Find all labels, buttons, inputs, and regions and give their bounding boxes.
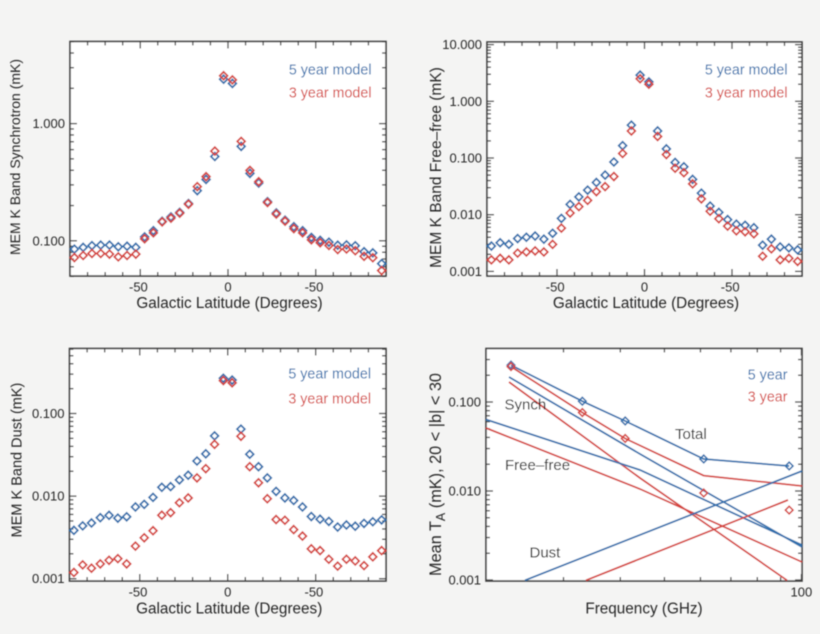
svg-text:Galactic Latitude (Degrees): Galactic Latitude (Degrees) <box>136 601 322 618</box>
svg-text:5 year model: 5 year model <box>288 367 371 383</box>
svg-text:0.100: 0.100 <box>32 233 65 248</box>
svg-text:0.010: 0.010 <box>448 484 481 499</box>
svg-text:3 year model: 3 year model <box>705 86 788 102</box>
svg-text:-50: -50 <box>129 280 148 295</box>
svg-text:1.000: 1.000 <box>449 94 482 109</box>
svg-text:0: 0 <box>224 585 231 600</box>
svg-text:1.000: 1.000 <box>32 116 65 131</box>
svg-text:-50: -50 <box>721 280 740 295</box>
svg-text:MEM K Band Free–free (mK): MEM K Band Free–free (mK) <box>428 67 445 268</box>
svg-text:3 year: 3 year <box>748 390 788 406</box>
svg-text:Free–free: Free–free <box>505 457 570 474</box>
svg-text:-50: -50 <box>129 585 148 600</box>
svg-text:-50: -50 <box>305 280 324 295</box>
svg-text:0.001: 0.001 <box>449 264 482 279</box>
svg-text:3 year model: 3 year model <box>289 86 372 102</box>
svg-text:MEM K Band Synchrotron (mK): MEM K Band Synchrotron (mK) <box>7 59 23 255</box>
svg-text:Galactic Latitude (Degrees): Galactic Latitude (Degrees) <box>136 295 322 312</box>
svg-text:Mean TA (mK), 20 < |b| < 30: Mean TA (mK), 20 < |b| < 30 <box>427 373 448 576</box>
svg-text:Synch: Synch <box>505 397 547 414</box>
svg-text:0.100: 0.100 <box>32 406 65 421</box>
svg-text:Dust: Dust <box>530 545 562 562</box>
svg-text:-50: -50 <box>546 280 565 295</box>
svg-text:Total: Total <box>675 426 707 443</box>
svg-text:0.010: 0.010 <box>449 207 482 222</box>
svg-text:Galactic Latitude (Degrees): Galactic Latitude (Degrees) <box>553 295 739 312</box>
svg-text:0.001: 0.001 <box>448 573 481 588</box>
svg-text:Frequency (GHz): Frequency (GHz) <box>585 601 702 618</box>
svg-text:-50: -50 <box>305 585 324 600</box>
svg-text:0.100: 0.100 <box>449 151 482 166</box>
svg-text:0: 0 <box>224 280 231 295</box>
svg-text:5 year model: 5 year model <box>289 63 372 79</box>
svg-text:0: 0 <box>641 280 648 295</box>
svg-text:100: 100 <box>791 585 813 600</box>
svg-text:5 year: 5 year <box>748 368 788 384</box>
svg-text:MEM K Band Dust (mK): MEM K Band Dust (mK) <box>10 383 26 538</box>
svg-text:10.000: 10.000 <box>442 37 482 52</box>
svg-text:0.001: 0.001 <box>32 571 65 586</box>
svg-text:5 year model: 5 year model <box>705 63 788 79</box>
svg-text:0.010: 0.010 <box>32 489 65 504</box>
svg-text:3 year model: 3 year model <box>288 392 371 408</box>
svg-text:0.100: 0.100 <box>448 395 481 410</box>
